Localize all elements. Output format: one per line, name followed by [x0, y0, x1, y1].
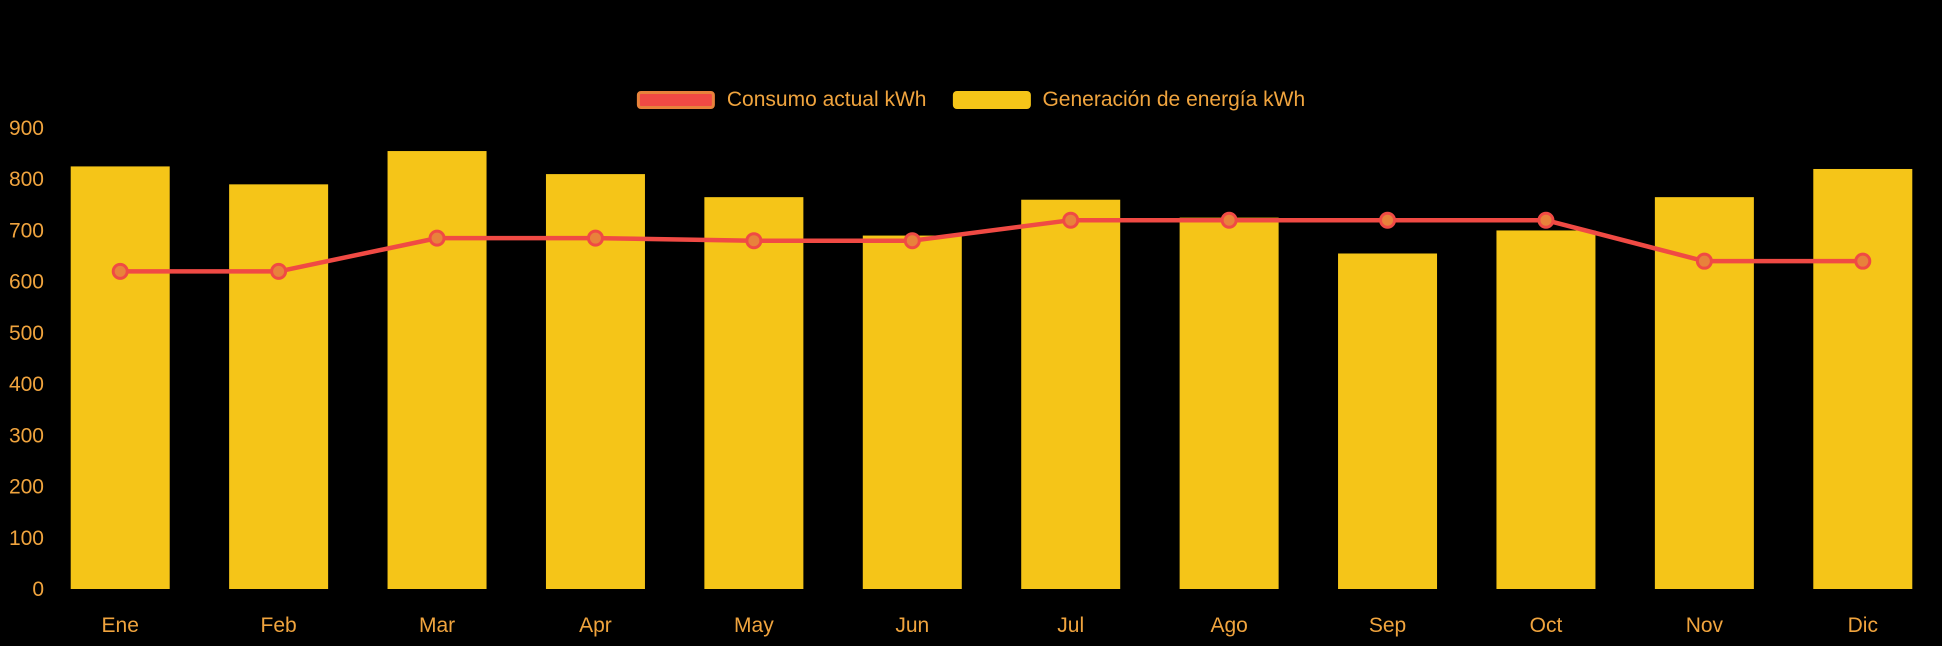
- marker-Mar: [428, 229, 446, 247]
- marker-Sep: [1379, 211, 1397, 229]
- x-tick-label-Mar: Mar: [419, 614, 455, 637]
- consumo-line: [117, 217, 1866, 274]
- x-tick-label-Apr: Apr: [579, 614, 612, 637]
- x-tick-label-Ago: Ago: [1210, 614, 1247, 637]
- bar-Mar: [387, 151, 487, 590]
- bar-Jul: [1021, 199, 1121, 589]
- bar-May: [704, 197, 804, 589]
- marker-Jun: [903, 232, 921, 250]
- marker-Dic: [1854, 252, 1872, 270]
- marker-May: [745, 232, 763, 250]
- marker-Jul: [1062, 211, 1080, 229]
- chart-legend: Consumo actual kWh Generación de energía…: [636, 88, 1305, 112]
- marker-Ago: [1220, 211, 1238, 229]
- y-tick-label: 200: [9, 476, 44, 499]
- legend-item-consumo[interactable]: Consumo actual kWh: [636, 88, 927, 112]
- marker-Ene: [111, 262, 129, 280]
- x-tick-label-Dic: Dic: [1848, 614, 1878, 637]
- y-tick-label: 400: [9, 373, 44, 396]
- y-tick-label: 300: [9, 424, 44, 447]
- marker-Feb: [270, 262, 288, 280]
- consumo-legend-swatch: [636, 91, 715, 109]
- x-tick-label-Sep: Sep: [1369, 614, 1406, 637]
- bar-Feb: [229, 184, 329, 589]
- x-tick-label-May: May: [734, 614, 774, 637]
- consumo-legend-label: Consumo actual kWh: [726, 88, 927, 111]
- generacion-legend-swatch: [952, 91, 1031, 109]
- y-tick-label: 700: [9, 219, 44, 242]
- y-tick-label: 600: [9, 271, 44, 294]
- bar-Ago: [1179, 217, 1279, 589]
- x-tick-label-Feb: Feb: [261, 614, 297, 637]
- x-tick-label-Nov: Nov: [1686, 614, 1724, 637]
- bar-Sep: [1338, 253, 1438, 589]
- x-tick-label-Oct: Oct: [1530, 614, 1563, 637]
- marker-Nov: [1695, 252, 1713, 270]
- x-tick-label-Jun: Jun: [895, 614, 929, 637]
- bar-Jun: [862, 235, 962, 590]
- bar-Oct: [1496, 230, 1596, 589]
- legend-item-generacion[interactable]: Generación de energía kWh: [952, 88, 1305, 112]
- x-tick-label-Jul: Jul: [1057, 614, 1084, 637]
- bar-Ene: [70, 166, 170, 589]
- marker-Apr: [586, 229, 604, 247]
- x-tick-label-Ene: Ene: [102, 614, 139, 637]
- bar-Dic: [1813, 168, 1913, 589]
- generacion-legend-label: Generación de energía kWh: [1042, 88, 1306, 111]
- y-tick-label: 0: [32, 578, 44, 601]
- marker-Oct: [1537, 211, 1555, 229]
- y-tick-label: 100: [9, 527, 44, 550]
- y-tick-label: 800: [9, 168, 44, 191]
- y-tick-label: 900: [9, 117, 44, 140]
- y-tick-label: 500: [9, 322, 44, 345]
